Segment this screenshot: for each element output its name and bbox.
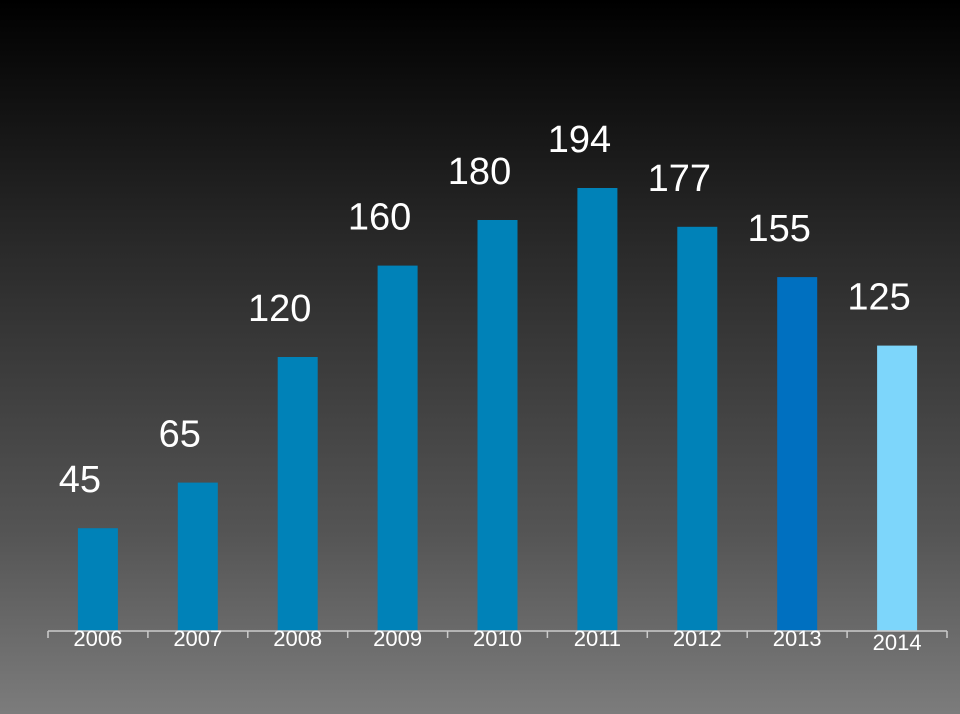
value-label-2011: 194 [548,119,611,161]
bar-2008 [277,357,318,631]
bar-2012 [677,226,718,632]
tick-label-2006: 2006 [73,626,122,651]
value-label-2009: 160 [348,197,411,239]
tick-label-2010: 2010 [473,626,522,651]
value-label-2013: 155 [747,208,810,250]
value-label-2006: 45 [59,459,101,501]
bar-2010 [477,220,518,631]
tick-labels-group: 2006 2007 2008 2009 2010 2011 2012 2013 2014 [73,626,921,655]
tick-label-2013: 2013 [773,626,822,651]
value-label-2008: 120 [248,288,311,330]
tick-label-2011: 2011 [574,626,621,651]
bar-2013 [777,277,818,631]
tick-label-2008: 2008 [273,626,322,651]
value-label-2007: 65 [159,414,201,456]
tick-label-2009: 2009 [373,626,422,651]
tick-label-2012: 2012 [673,626,722,651]
tick-label-2014: 2014 [873,630,922,655]
bars-group [77,188,918,632]
tick-label-2007: 2007 [173,626,222,651]
bar-2007 [177,482,218,631]
value-label-2012: 177 [648,158,711,200]
tick-marks-group [47,631,948,638]
bar-2006 [77,528,118,631]
value-label-2014: 125 [847,277,910,319]
value-label-2010: 180 [448,151,511,193]
bar-2009 [377,265,418,631]
bar-2011 [577,188,618,631]
bar-2014 [877,345,918,631]
value-labels-group: 45 65 120 160 180 194 177 155 125 [59,119,911,501]
